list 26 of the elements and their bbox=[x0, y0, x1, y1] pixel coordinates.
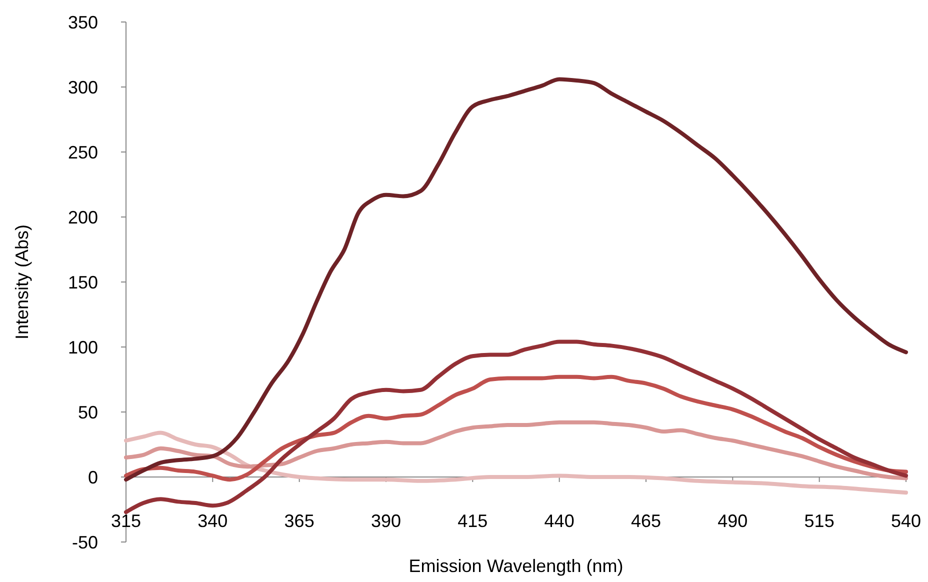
x-tick-label: 540 bbox=[890, 511, 922, 531]
y-tick-label: -50 bbox=[72, 532, 98, 552]
x-tick-label: 390 bbox=[370, 511, 402, 531]
y-tick-label: 300 bbox=[68, 77, 98, 98]
x-axis-title: Emission Wavelength (nm) bbox=[408, 556, 624, 576]
line-series bbox=[124, 77, 908, 482]
x-tick-label: 340 bbox=[198, 511, 228, 531]
y-tick-label: 100 bbox=[68, 337, 98, 358]
x-tick-label: 465 bbox=[630, 511, 662, 531]
x-tick-label: 440 bbox=[544, 511, 574, 531]
x-tick-label: 515 bbox=[804, 511, 834, 531]
line-series bbox=[124, 430, 908, 495]
y-tick-label: 50 bbox=[78, 402, 98, 422]
x-tick-label: 490 bbox=[718, 511, 748, 531]
x-tick-label: 365 bbox=[284, 511, 314, 531]
y-tick-label: 0 bbox=[88, 467, 98, 488]
x-tick-label: 315 bbox=[110, 511, 142, 531]
y-tick-label: 150 bbox=[68, 272, 98, 292]
y-axis-title: Intensity (Abs) bbox=[12, 224, 32, 340]
y-tick-label: 250 bbox=[68, 142, 98, 162]
y-tick-label: 350 bbox=[68, 12, 98, 32]
x-tick-label: 415 bbox=[458, 511, 488, 531]
y-tick-label: 200 bbox=[68, 207, 98, 228]
line-series bbox=[124, 340, 908, 514]
line-series bbox=[124, 420, 908, 480]
line-series bbox=[124, 374, 908, 482]
